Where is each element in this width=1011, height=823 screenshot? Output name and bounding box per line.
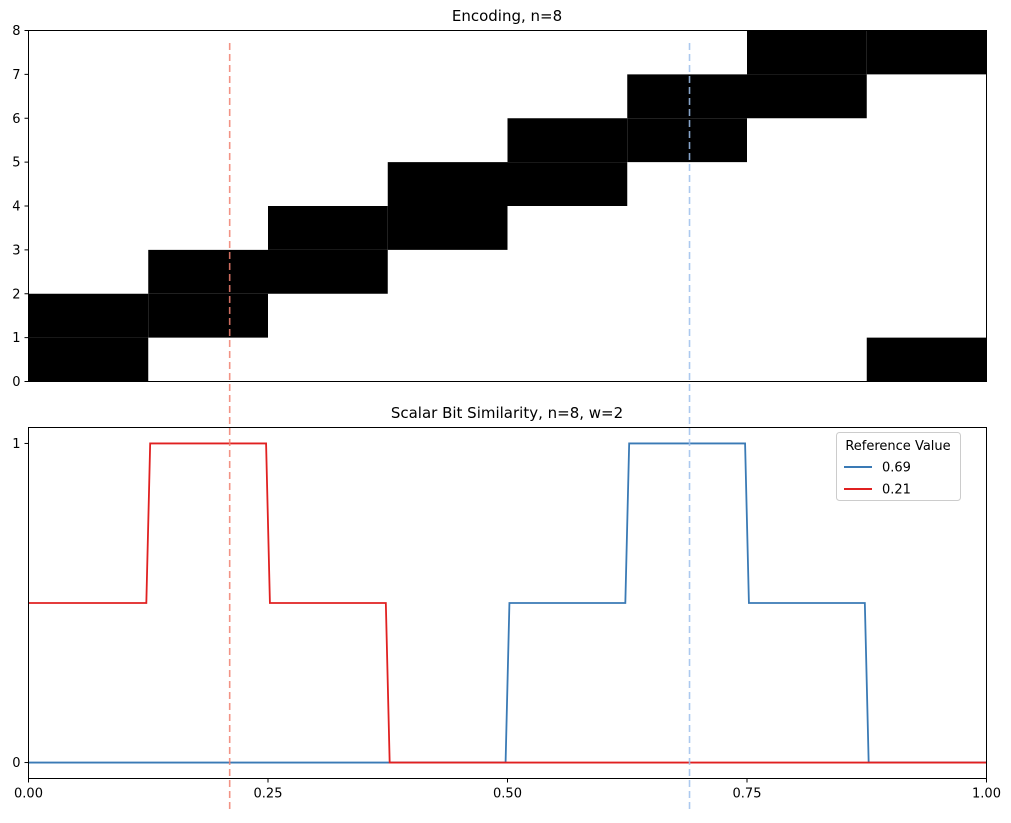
- encoding-cell-0-bit-1: [28, 293, 149, 338]
- encoding-y-tick-label-6: 6: [12, 112, 20, 127]
- encoding-cell-7-bit-7: [866, 30, 987, 75]
- encoding-y-tick-label-4: 4: [12, 200, 20, 215]
- encoding-axes-frame: [28, 30, 987, 382]
- similarity-axes-frame: [28, 427, 987, 779]
- similarity-title: Scalar Bit Similarity, n=8, w=2: [391, 404, 623, 422]
- encoding-plot: Encoding, n=8 0 1 2 3 4 5 6 7 8: [12, 7, 987, 390]
- encoding-cell-6-bit-7: [747, 30, 867, 75]
- similarity-x-tick-label-0.00: 0.00: [14, 787, 43, 802]
- encoding-cell-1-bit-2: [148, 249, 268, 294]
- similarity-x-tick-label-0.50: 0.50: [493, 787, 522, 802]
- encoding-cell-5-bit-5: [627, 118, 747, 163]
- encoding-cell-3-bit-3: [387, 206, 508, 250]
- encoding-y-ticks: 0 1 2 3 4 5 6 7 8: [12, 24, 29, 390]
- encoding-cell-7-bit-0: [866, 337, 987, 382]
- encoding-cell-5-bit-6: [627, 74, 747, 119]
- similarity-y-ticks: 01: [12, 437, 29, 771]
- encoding-cell-6-bit-6: [747, 74, 867, 119]
- similarity-x-tick-label-0.75: 0.75: [733, 787, 762, 802]
- encoding-y-tick-label-2: 2: [12, 287, 20, 302]
- similarity-y-tick-label-1: 1: [12, 437, 20, 452]
- similarity-y-tick-label-0: 0: [12, 756, 20, 771]
- legend-label-0.69: 0.69: [882, 461, 911, 476]
- encoding-cell-0-bit-0: [28, 337, 149, 382]
- encoding-cell-4-bit-4: [507, 162, 628, 206]
- encoding-y-tick-label-7: 7: [12, 68, 20, 83]
- encoding-title: Encoding, n=8: [452, 7, 562, 25]
- encoding-y-tick-label-8: 8: [12, 24, 20, 39]
- encoding-cell-3-bit-4: [387, 162, 508, 206]
- encoding-cell-2-bit-2: [268, 249, 388, 294]
- series-line-0.21: [28, 442, 987, 764]
- encoding-y-tick-label-5: 5: [12, 156, 20, 171]
- legend-title: Reference Value: [845, 439, 950, 454]
- similarity-plot: Scalar Bit Similarity, n=8, w=2 0.00 0.25…: [12, 404, 1001, 802]
- encoding-cell-2-bit-3: [268, 206, 388, 250]
- legend: Reference Value 0.69 0.21: [836, 432, 961, 501]
- encoding-y-tick-label-1: 1: [12, 331, 20, 346]
- similarity-x-ticks: 0.00 0.25 0.50 0.75 1.00: [14, 778, 1001, 802]
- encoding-y-tick-label-3: 3: [12, 243, 20, 258]
- legend-label-0.21: 0.21: [882, 483, 911, 498]
- encoding-cell-4-bit-5: [507, 118, 628, 163]
- reference-lines: [228, 43, 691, 813]
- similarity-lines: [28, 442, 987, 764]
- series-line-0.69: [28, 442, 987, 764]
- similarity-x-tick-label-0.25: 0.25: [254, 787, 283, 802]
- encoding-cells: [28, 30, 987, 382]
- encoding-y-tick-label-0: 0: [12, 375, 20, 390]
- encoding-cell-1-bit-1: [148, 293, 268, 338]
- legend-box: [836, 432, 961, 501]
- similarity-x-tick-label-1.00: 1.00: [972, 787, 1001, 802]
